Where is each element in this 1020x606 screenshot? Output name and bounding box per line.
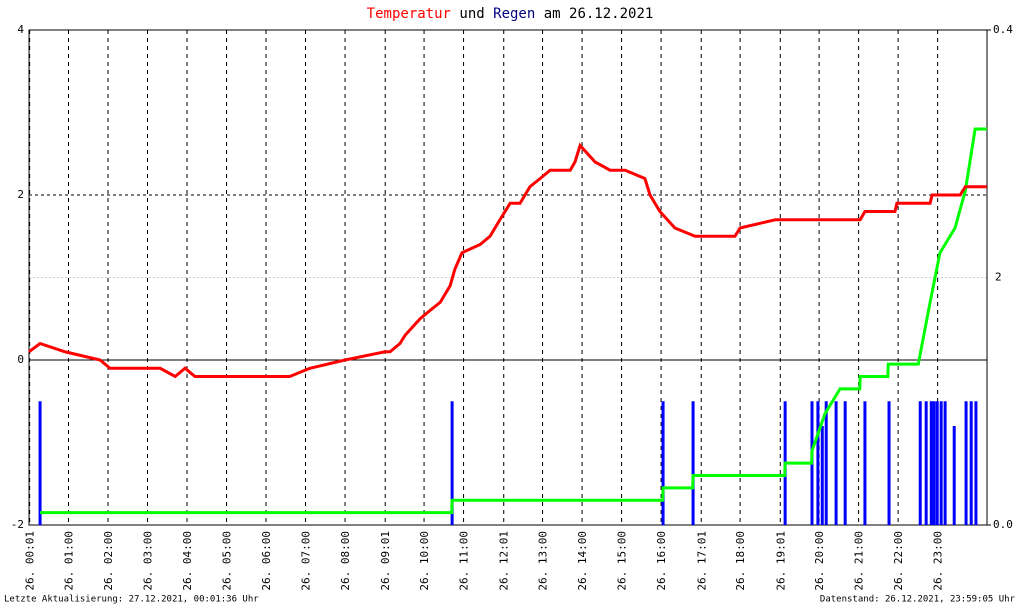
rain-bar [824, 401, 828, 525]
rain-bar [929, 401, 933, 525]
plot-frame [28, 29, 988, 526]
rain-bar [969, 401, 973, 525]
rain-bar [943, 401, 947, 525]
footer-left: Letzte Aktualisierung: 27.12.2021, 00:01… [4, 595, 259, 605]
rain-bar [816, 401, 820, 525]
x-tick-label: 26. 05:00 [221, 531, 234, 591]
series-line [28, 142, 987, 379]
chart-title: Temperatur und Regen am 26.12.2021 [367, 6, 654, 22]
x-tick-label: 26. 18:00 [734, 531, 747, 591]
y-tick-label: -2 [11, 518, 24, 531]
rain-bar [935, 401, 939, 525]
x-tick-label: 26. 02:00 [102, 531, 115, 591]
y-tick-label: 4 [17, 23, 24, 36]
x-tick-label: 26. 13:00 [537, 531, 550, 591]
x-tick-label: 26. 21:00 [853, 531, 866, 591]
x-tick-label: 26. 06:00 [260, 531, 273, 591]
x-tick-label: 26. 12:01 [498, 531, 511, 591]
title-rain: Regen [493, 6, 535, 22]
title-date: am 26.12.2021 [544, 6, 654, 22]
rain-bar [887, 401, 891, 525]
title-und: und [459, 6, 484, 22]
x-tick-label: 26. 17:01 [695, 531, 708, 591]
series-line [40, 127, 987, 515]
x-tick-label: 26. 08:00 [339, 531, 352, 591]
x-tick-label: 26. 20:00 [813, 531, 826, 591]
rain-bar [939, 401, 943, 525]
rain-bar [974, 401, 978, 525]
x-tick-label: 26. 15:00 [616, 531, 629, 591]
x-tick-label: 26. 22:00 [892, 531, 905, 591]
x-tick-label: 26. 11:00 [458, 531, 471, 591]
rain-bar [820, 426, 824, 525]
x-tick-label: 26. 23:00 [932, 531, 945, 591]
rain-bar [964, 401, 968, 525]
rain-bar [863, 401, 867, 525]
x-tick-label: 26. 16:00 [655, 531, 668, 591]
x-tick-label: 26. 09:01 [379, 531, 392, 591]
rain-bar [450, 401, 454, 525]
x-tick-label: 26. 10:00 [418, 531, 431, 591]
y-tick-label: 2 [17, 188, 24, 201]
footer-right: Datenstand: 26.12.2021, 23:59:05 Uhr [820, 595, 1016, 605]
rain-bar [691, 401, 695, 525]
x-tick-label: 26. 19:01 [774, 531, 787, 591]
rain-bar [952, 426, 956, 525]
rain-bar [932, 401, 936, 525]
y2-tick-label: 0.4 [993, 23, 1013, 36]
y-tick-label: 0 [17, 353, 24, 366]
x-tick-label: 26. 01:00 [63, 531, 76, 591]
rain-bar [843, 401, 847, 525]
rain-bar [661, 401, 665, 525]
y3-tick-label: 2 [995, 271, 1002, 284]
rain-bar [834, 401, 838, 525]
rain-bar [38, 401, 42, 525]
rain-bar [924, 401, 928, 525]
x-tick-label: 26. 00:01 [24, 531, 37, 591]
x-tick-label: 26. 14:00 [576, 531, 589, 591]
title-temp: Temperatur [367, 6, 451, 22]
rain-bar [918, 401, 922, 525]
x-tick-label: 26. 04:00 [181, 531, 194, 591]
x-tick-label: 26. 03:00 [142, 531, 155, 591]
y2-tick-label: 0.0 [993, 518, 1013, 531]
x-tick-label: 26. 07:00 [300, 531, 313, 591]
